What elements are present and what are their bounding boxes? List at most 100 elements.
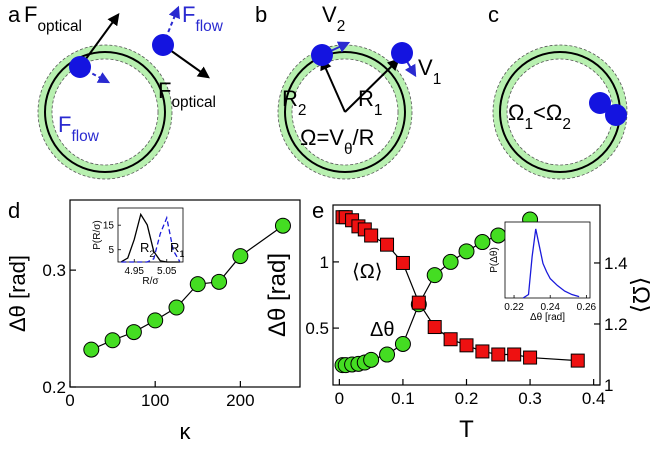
diagram-label: R2: [282, 86, 306, 119]
diagram-label-part: <Ω: [533, 100, 562, 125]
y2-tick-label: 1: [604, 376, 613, 395]
diagram-label: Ω1<Ω2: [508, 100, 571, 133]
y2-tick-label: 1.2: [604, 315, 628, 334]
point: [426, 267, 443, 284]
x-tick-label: 200: [226, 391, 254, 410]
point: [168, 299, 185, 316]
annotation-part: 1: [179, 249, 184, 259]
diagram-label-part: V: [418, 55, 433, 80]
x-tick-label: 0.3: [518, 389, 542, 408]
diagram-label: Foptical: [24, 2, 82, 35]
x-tick-label: 0.24: [540, 302, 560, 313]
point: [458, 243, 475, 260]
diagram-label-part: 1: [524, 116, 533, 133]
diagram-label-part: θ: [344, 141, 353, 158]
point: [442, 253, 459, 270]
annotation-part: ⟨Ω⟩: [352, 261, 383, 283]
annotation: ⟨Ω⟩: [352, 261, 383, 283]
diagram-label-part: flow: [71, 128, 99, 145]
diagram-label-part: 1: [433, 71, 442, 88]
panel-label: e: [312, 198, 324, 223]
annotation: R1: [170, 240, 184, 259]
x-tick-label: 0.26: [577, 302, 597, 313]
panel-label: d: [8, 198, 20, 223]
plot-frame: [69, 199, 301, 388]
diagram-label-part: flow: [195, 18, 223, 35]
point: [474, 234, 491, 251]
annotation-part: R: [170, 240, 179, 255]
diagram-label: Fflow: [58, 112, 100, 145]
point: [411, 295, 426, 310]
x-tick-label: 5.05: [157, 266, 177, 277]
ring-b: [277, 41, 417, 180]
point: [523, 350, 538, 365]
diagram-label-part: R: [282, 86, 298, 111]
diagram-label-part: 1: [374, 102, 383, 119]
y2-axis-label: ⟨Ω⟩: [627, 277, 650, 314]
point: [475, 344, 490, 359]
point: [211, 273, 228, 290]
point: [274, 217, 291, 234]
ring-a: [37, 5, 210, 180]
x-tick-label: 0: [65, 391, 74, 410]
diagram-label-part: F: [158, 78, 171, 103]
y-axis-label: P(Δθ): [489, 247, 500, 273]
annotation-part: R: [140, 240, 149, 255]
y-axis-label: Δθ [rad]: [5, 255, 30, 332]
panel-label: a: [8, 2, 21, 27]
x-tick-label: 0.4: [582, 389, 606, 408]
point: [364, 228, 379, 243]
x-tick-label: 0.2: [455, 389, 479, 408]
x-axis-label: T: [459, 416, 474, 443]
diagram-label-part: F: [58, 112, 71, 137]
y-tick-label: 0.3: [42, 261, 66, 280]
diagram-label-part: 2: [337, 18, 346, 35]
point: [232, 248, 249, 265]
point: [379, 346, 396, 363]
x-tick-label: 100: [141, 391, 169, 410]
annotation-part: Δθ: [370, 319, 394, 341]
annotation: R2: [140, 240, 154, 259]
diagram-label-part: V: [322, 2, 337, 27]
diagram-label-part: optical: [37, 18, 82, 35]
diagram-label-part: F: [182, 2, 195, 27]
diagram-label-part: /R: [353, 125, 375, 150]
y-tick-label: 1: [320, 253, 329, 272]
series-line: [120, 212, 180, 263]
point: [147, 312, 164, 329]
y-tick-label: 5: [108, 245, 114, 256]
diagram-label-part: F: [24, 2, 37, 27]
series-line: [121, 215, 181, 263]
point: [189, 276, 206, 293]
y-tick-label: 15: [103, 221, 115, 232]
point: [507, 347, 522, 362]
y-axis-label: P(R/σ): [92, 220, 103, 250]
point: [394, 335, 411, 352]
y-tick-label: 0.5: [305, 319, 329, 338]
x-tick-label: 4.95: [125, 266, 145, 277]
diagram-label: R1: [358, 86, 382, 119]
x-tick-label: 0.22: [504, 302, 524, 313]
point: [459, 338, 474, 353]
point: [570, 353, 585, 368]
point: [395, 255, 410, 270]
diagram-label: Ω=Vθ/R: [300, 125, 375, 158]
x-axis-label: κ: [180, 419, 192, 444]
point: [443, 332, 458, 347]
point: [490, 227, 507, 244]
point: [427, 320, 442, 335]
series-line: [522, 228, 580, 299]
point: [104, 332, 121, 349]
point: [125, 324, 142, 341]
y2-tick-label: 1.4: [604, 254, 628, 273]
diagram-label: Foptical: [158, 78, 216, 111]
diagram-label-part: Ω=V: [300, 125, 344, 150]
diagram-label-part: 2: [298, 102, 307, 119]
diagram-label-part: Ω: [508, 100, 524, 125]
diagram-label-part: R: [358, 86, 374, 111]
ring-c: [492, 44, 628, 180]
point: [380, 237, 395, 252]
plot-frame: [504, 221, 591, 299]
x-tick-label: 0: [335, 389, 344, 408]
